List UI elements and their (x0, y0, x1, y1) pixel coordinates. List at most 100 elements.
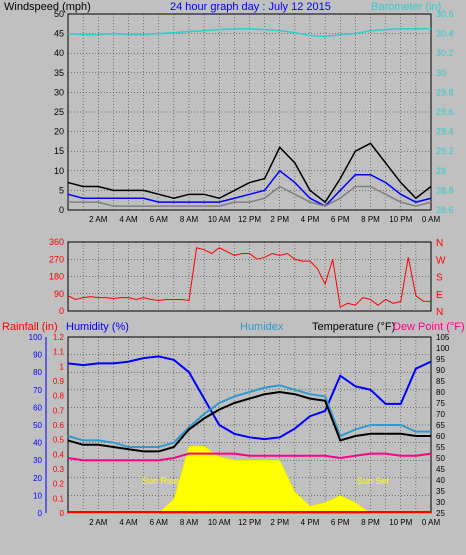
compass-tick-4: N (436, 238, 443, 249)
temp-tick-10: 75 (436, 399, 445, 408)
temp-tick-6: 55 (436, 443, 445, 452)
temp-tick-5: 50 (436, 454, 445, 463)
wind-tick-3: 15 (54, 146, 64, 156)
x-tick-1-1: 4 AM (119, 518, 138, 527)
x-tick-0-7: 4 PM (301, 215, 320, 224)
wind-tick-0: 0 (59, 205, 64, 215)
rain-tick-9: 0.9 (53, 377, 65, 386)
x-tick-1-6: 2 PM (270, 518, 289, 527)
x-tick-1-9: 8 PM (361, 518, 380, 527)
rain-tick-12: 1.2 (53, 333, 65, 342)
wind-tick-10: 50 (54, 9, 64, 19)
series-wind-0 (67, 142, 432, 204)
baro-tick-6: 29.8 (436, 87, 454, 97)
rain-tick-8: 0.8 (53, 392, 65, 401)
temp-tick-11: 80 (436, 388, 445, 397)
temperature-axis-title: Temperature (°F) (312, 321, 395, 333)
dir-tick-2: 180 (49, 272, 64, 282)
baro-tick-0: 28.6 (436, 205, 454, 215)
rain-tick-4: 0.4 (53, 450, 65, 459)
temp-tick-14: 95 (436, 355, 445, 364)
x-tick-0-2: 6 AM (150, 215, 169, 224)
series-temp-0 (67, 355, 432, 441)
temp-tick-13: 90 (436, 366, 445, 375)
humidity-tick-10: 100 (29, 333, 43, 342)
temp-tick-9: 70 (436, 410, 445, 419)
humidity-tick-1: 10 (33, 491, 42, 500)
grid-lines (45, 14, 431, 513)
wind-tick-7: 35 (54, 68, 64, 78)
x-tick-1-5: 12 PM (238, 518, 261, 527)
baro-tick-2: 29 (436, 166, 446, 176)
baro-tick-1: 28.8 (436, 185, 454, 195)
series-wind-1 (67, 169, 432, 208)
humidity-axis-title: Humidity (%) (66, 321, 129, 333)
baro-tick-4: 29.4 (436, 127, 454, 137)
humidity-tick-6: 60 (33, 403, 42, 412)
wind-tick-8: 40 (54, 48, 64, 58)
humidity-tick-8: 80 (33, 368, 42, 377)
temp-tick-1: 30 (436, 498, 445, 507)
x-tick-1-11: 0 AM (422, 518, 441, 527)
series-wind-2 (68, 185, 432, 207)
humidity-tick-9: 90 (33, 351, 42, 360)
x-tick-0-0: 2 AM (89, 215, 108, 224)
temp-tick-0: 25 (436, 509, 445, 518)
temp-tick-8: 65 (436, 421, 445, 430)
sun-rise-label: Sun Rise (142, 476, 179, 486)
dir-tick-1: 90 (54, 289, 64, 299)
series-temp-3 (67, 452, 432, 462)
humidity-tick-4: 40 (33, 439, 42, 448)
sun-set-label: Sun Set (357, 476, 390, 486)
humidity-tick-0: 0 (38, 509, 43, 518)
compass-tick-0: N (436, 307, 443, 318)
x-tick-0-4: 10 AM (208, 215, 231, 224)
temp-tick-7: 60 (436, 432, 445, 441)
compass-tick-1: E (436, 290, 443, 301)
x-tick-0-5: 12 PM (238, 215, 261, 224)
humidity-tick-2: 20 (33, 474, 42, 483)
wind-tick-1: 5 (59, 185, 64, 195)
dir-tick-3: 270 (49, 254, 64, 264)
wind-tick-5: 25 (54, 107, 64, 117)
rain-tick-3: 0.3 (53, 465, 65, 474)
rain-tick-10: 1 (60, 362, 65, 371)
wind-axis-title: Windspeed (mph) (4, 1, 91, 13)
x-tick-0-11: 0 AM (422, 215, 441, 224)
wind-tick-4: 20 (54, 127, 64, 137)
dir-tick-4: 360 (49, 237, 64, 247)
rain-tick-2: 0.2 (53, 480, 65, 489)
temp-tick-2: 35 (436, 487, 445, 496)
humidity-tick-3: 30 (33, 456, 42, 465)
baro-tick-5: 29.6 (436, 107, 454, 117)
series-direction (67, 247, 431, 308)
rain-tick-7: 0.7 (53, 406, 65, 415)
series-wind-3 (67, 27, 431, 38)
series-temp-2 (67, 390, 431, 453)
humidity-tick-7: 70 (33, 386, 42, 395)
compass-tick-3: W (436, 255, 446, 266)
x-tick-0-9: 8 PM (361, 215, 380, 224)
rain-tick-0: 0 (60, 509, 65, 518)
temp-tick-12: 85 (436, 377, 445, 386)
tick-labels: 2 AM 4 AM 6 AM 8 AM 10 AM 12 PM 2 PM 4 PM 6 PM 8 … (29, 9, 454, 527)
dir-tick-0: 0 (59, 306, 64, 316)
x-tick-0-6: 2 PM (270, 215, 289, 224)
rain-tick-11: 1.1 (53, 348, 65, 357)
x-tick-0-8: 6 PM (331, 215, 350, 224)
x-tick-0-10: 10 PM (389, 215, 412, 224)
temp-tick-15: 100 (436, 344, 450, 353)
x-tick-1-2: 6 AM (150, 518, 169, 527)
x-tick-1-8: 6 PM (331, 518, 350, 527)
baro-tick-3: 29.2 (436, 146, 454, 156)
series-lines (67, 27, 432, 513)
rainfall-axis-title: Rainfall (in) (2, 321, 58, 333)
temp-tick-3: 40 (436, 476, 445, 485)
baro-tick-9: 30.4 (436, 29, 454, 39)
humidity-tick-5: 50 (33, 421, 42, 430)
rain-tick-5: 0.5 (53, 436, 65, 445)
baro-tick-8: 30.2 (436, 48, 454, 58)
wind-tick-2: 10 (54, 166, 64, 176)
series-temp-1 (67, 384, 431, 448)
